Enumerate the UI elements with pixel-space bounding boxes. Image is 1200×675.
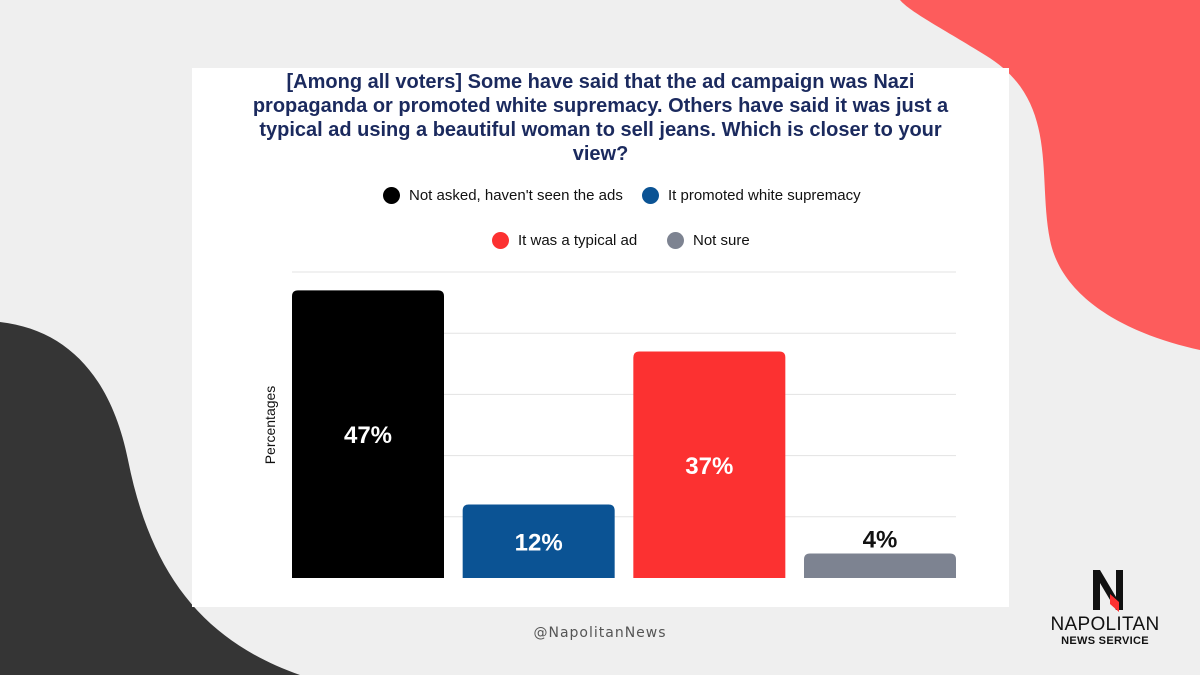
legend-swatch-white-supremacy [642, 187, 659, 204]
legend-item-typical-ad: It was a typical ad [492, 232, 637, 249]
legend-item-not-asked: Not asked, haven't seen the ads [383, 187, 623, 204]
legend-label-typical-ad: It was a typical ad [518, 232, 638, 249]
legend-item-not-sure: Not sure [667, 232, 750, 249]
legend-swatch-typical-ad [492, 232, 509, 249]
twitter-handle: @NapolitanNews [533, 625, 667, 641]
legend-label-white-supremacy: It promoted white supremacy [668, 187, 861, 204]
n-logo-icon [1093, 570, 1123, 612]
legend-swatch-not-sure [667, 232, 684, 249]
legend-item-white-supremacy: It promoted white supremacy [642, 187, 861, 204]
legend-swatch-not-asked [383, 187, 400, 204]
y-axis-label: Percentages [262, 385, 278, 465]
coral-shape [900, 0, 1200, 350]
legend-label-not-sure: Not sure [693, 232, 750, 249]
dark-shape [0, 322, 300, 675]
logo-subtitle: NEWS SERVICE [1061, 635, 1149, 647]
logo-name: NAPOLITAN [1050, 614, 1160, 635]
legend-label-not-asked: Not asked, haven't seen the ads [409, 187, 623, 204]
napolitan-logo: NAPOLITAN NEWS SERVICE [1040, 566, 1170, 650]
chart-card: [Among all voters] Some have said that t… [192, 68, 1009, 607]
chart-title: [Among all voters] Some have said that t… [252, 71, 949, 165]
